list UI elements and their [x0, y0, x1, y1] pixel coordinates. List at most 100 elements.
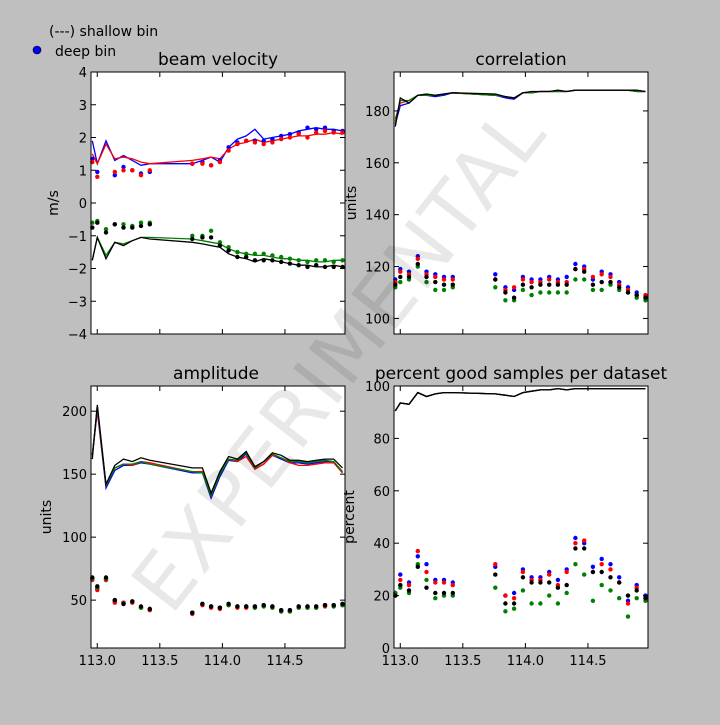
data-point — [511, 590, 517, 596]
legend-deep-bin: deep bin — [55, 44, 116, 60]
data-point — [511, 295, 517, 300]
data-point — [235, 604, 240, 609]
series-line — [91, 406, 343, 498]
data-point — [590, 287, 596, 293]
data-point — [493, 272, 498, 277]
data-point — [331, 259, 336, 265]
data-point — [217, 605, 223, 610]
data-point — [424, 577, 429, 583]
data-point — [270, 604, 275, 609]
legend: (---) shallow bin deep bin — [32, 24, 158, 60]
data-point — [398, 572, 403, 577]
data-point — [599, 582, 604, 588]
data-point — [634, 292, 639, 298]
data-point — [547, 282, 552, 287]
data-point — [573, 546, 578, 551]
data-point — [634, 588, 639, 593]
data-point — [261, 141, 266, 147]
data-point — [590, 274, 596, 280]
data-point — [200, 235, 205, 240]
data-point — [103, 227, 109, 232]
y-tick-label: −3 — [68, 295, 87, 310]
data-point — [582, 269, 587, 274]
data-point — [147, 168, 152, 173]
data-point — [244, 138, 249, 143]
data-point — [538, 580, 543, 585]
data-point — [625, 601, 631, 606]
data-point — [617, 575, 622, 580]
data-point — [112, 222, 118, 227]
data-point — [121, 164, 126, 170]
data-point — [529, 285, 534, 290]
data-point — [279, 133, 284, 139]
data-point — [617, 285, 622, 290]
y-tick-label: −4 — [68, 328, 87, 343]
plot-frame — [90, 71, 346, 335]
data-point — [625, 614, 631, 619]
data-point — [547, 593, 552, 598]
data-point — [450, 282, 455, 287]
y-tick-label: 120 — [365, 261, 390, 276]
data-point — [287, 135, 293, 140]
data-point — [441, 580, 447, 585]
data-point — [200, 161, 205, 166]
data-point — [95, 169, 100, 175]
data-point — [564, 569, 569, 575]
data-point — [95, 174, 100, 179]
data-point — [643, 596, 648, 601]
data-point — [130, 225, 135, 230]
data-point — [287, 256, 293, 261]
data-point — [493, 585, 498, 590]
data-point — [226, 248, 231, 253]
data-point — [441, 277, 447, 282]
data-point — [555, 585, 561, 590]
data-point — [582, 546, 587, 551]
data-point — [322, 258, 328, 263]
data-point — [296, 258, 301, 263]
plot-area — [394, 386, 648, 648]
data-point — [520, 569, 526, 575]
x-tick-label: 114.5 — [569, 654, 606, 669]
data-point — [398, 582, 403, 588]
data-point — [441, 287, 447, 293]
data-point — [608, 575, 613, 580]
data-point — [634, 596, 639, 601]
data-point — [314, 263, 319, 268]
data-point — [520, 575, 526, 580]
data-point — [617, 596, 622, 601]
data-point — [511, 606, 517, 611]
data-point — [235, 249, 240, 255]
plot-area — [91, 72, 345, 334]
data-point — [226, 601, 231, 607]
series-line — [394, 89, 646, 127]
chart-title: beam velocity — [158, 50, 278, 70]
series-line — [394, 387, 646, 412]
data-point — [190, 161, 195, 166]
data-point — [279, 259, 284, 265]
data-point — [406, 274, 412, 280]
data-point — [564, 590, 569, 596]
data-point — [538, 601, 543, 606]
data-point — [433, 287, 438, 293]
y-tick-label: 0 — [382, 642, 390, 657]
data-point — [103, 230, 109, 235]
legend-shallow-bin: (---) shallow bin — [49, 24, 158, 40]
data-point — [415, 256, 420, 261]
y-tick-label: 0 — [79, 197, 87, 212]
y-axis-label: percent — [342, 490, 358, 544]
y-tick-label: 140 — [365, 209, 390, 224]
data-point — [138, 604, 144, 609]
legend-deep-bin-marker — [32, 45, 42, 55]
y-tick-label: 1 — [79, 164, 87, 179]
data-point — [112, 169, 118, 175]
data-point — [433, 596, 438, 601]
data-layer — [90, 125, 345, 270]
y-tick-label: −1 — [68, 230, 87, 245]
x-tick-label: 113.0 — [79, 654, 116, 669]
data-point — [287, 132, 293, 137]
data-point — [314, 130, 319, 135]
data-point — [608, 588, 613, 593]
data-point — [599, 287, 604, 293]
chart-title: percent good samples per dataset — [375, 364, 668, 384]
data-point — [573, 541, 578, 546]
